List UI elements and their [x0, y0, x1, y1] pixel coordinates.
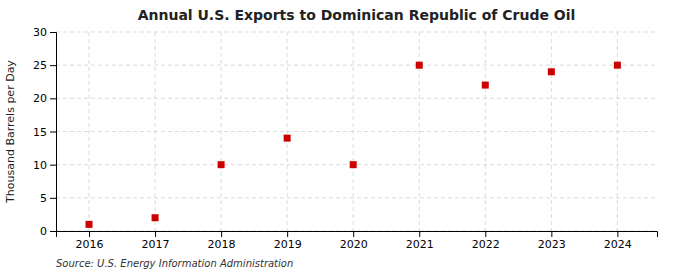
- grid-line-y: [56, 98, 657, 99]
- x-tick-label: 2017: [142, 238, 170, 251]
- grid-line-x: [89, 32, 90, 231]
- y-tick-label: 5: [40, 192, 47, 205]
- x-tick-mark: [551, 231, 552, 237]
- y-tick: 25: [33, 59, 56, 72]
- point: [416, 62, 423, 69]
- x-tick: 2024: [604, 231, 632, 251]
- chart-title: Annual U.S. Exports to Dominican Republi…: [138, 7, 576, 23]
- grid-line-y: [56, 197, 657, 198]
- x-tick-mark: [353, 231, 354, 237]
- y-tick-label: 0: [40, 225, 47, 238]
- points: [86, 62, 621, 228]
- grid-line-y: [56, 65, 657, 66]
- x-tick: 2018: [208, 231, 236, 251]
- x-tick-mark: [221, 231, 222, 237]
- point: [350, 161, 357, 168]
- y-tick: 5: [40, 192, 56, 205]
- x-tick: 2019: [274, 231, 302, 251]
- chart-container: 2016 2017 2018 2019 2020 2021 2022 2023 2024 0 5 10…: [0, 0, 675, 275]
- x-tick-mark: [287, 231, 288, 237]
- grid-line-y: [56, 32, 657, 33]
- x-tick: 2016: [76, 231, 104, 251]
- y-tick: 30: [33, 26, 56, 39]
- y-tick: 20: [33, 92, 56, 105]
- grid-line-x: [551, 32, 552, 231]
- y-axis-title: Thousand Barrels per Day: [4, 60, 17, 204]
- y-tick-label: 20: [33, 92, 47, 105]
- x-tick-label: 2024: [604, 238, 632, 251]
- x-tick: 2022: [472, 231, 500, 251]
- y-tick-mark: [50, 132, 56, 133]
- y-tick-mark: [50, 198, 56, 199]
- x-tick-label: 2018: [208, 238, 236, 251]
- x-tick-mark: [617, 231, 618, 237]
- grid-line-y: [56, 131, 657, 132]
- y-axis: 0 5 10 15 20 25 30: [33, 26, 57, 238]
- x-tick-mark: [155, 231, 156, 237]
- y-tick: 15: [33, 126, 56, 139]
- y-tick-mark: [50, 231, 56, 232]
- x-tick: 2020: [340, 231, 368, 251]
- x-axis: 2016 2017 2018 2019 2020 2021 2022 2023 2024: [57, 231, 658, 251]
- point: [86, 221, 93, 228]
- y-tick-label: 15: [33, 126, 47, 139]
- x-tick-label: 2020: [340, 238, 368, 251]
- chart-svg: 2016 2017 2018 2019 2020 2021 2022 2023 2024 0 5 10…: [0, 0, 675, 275]
- y-tick-mark: [50, 32, 56, 33]
- point: [218, 161, 225, 168]
- source-note: Source: U.S. Energy Information Administ…: [56, 258, 293, 269]
- y-axis-line: [50, 33, 57, 232]
- y-tick-label: 25: [33, 59, 47, 72]
- y-tick: 10: [33, 159, 56, 172]
- x-tick-label: 2022: [472, 238, 500, 251]
- y-tick-mark: [50, 65, 56, 66]
- x-tick: 2021: [406, 231, 434, 251]
- x-tick-mark: [89, 231, 90, 237]
- point: [614, 62, 621, 69]
- point: [548, 68, 555, 75]
- point: [284, 135, 291, 142]
- y-tick-mark: [50, 98, 56, 99]
- point: [152, 214, 159, 221]
- x-tick-label: 2023: [538, 238, 566, 251]
- point: [482, 82, 489, 89]
- x-tick-label: 2021: [406, 238, 434, 251]
- grid: [56, 32, 657, 231]
- y-tick-label: 30: [33, 26, 47, 39]
- x-tick: 2017: [142, 231, 170, 251]
- x-tick-label: 2019: [274, 238, 302, 251]
- x-tick-mark: [419, 231, 420, 237]
- y-tick-label: 10: [33, 159, 47, 172]
- plot-area: 2016 2017 2018 2019 2020 2021 2022 2023 2024 0 5 10…: [33, 26, 658, 251]
- y-tick: 0: [40, 225, 56, 238]
- x-tick: 2023: [538, 231, 566, 251]
- x-tick-label: 2016: [76, 238, 104, 251]
- y-tick-mark: [50, 165, 56, 166]
- x-tick-mark: [485, 231, 486, 237]
- x-axis-line: [57, 232, 658, 238]
